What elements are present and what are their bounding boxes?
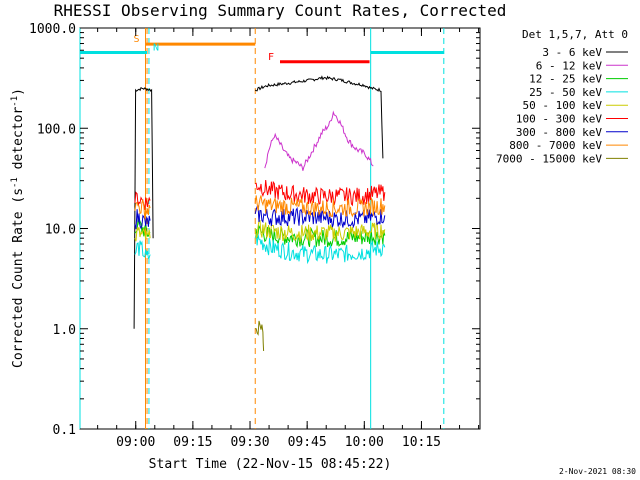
y-tick-label-1: 1.0 (53, 323, 76, 338)
y-tick-label-2: 10.0 (45, 223, 76, 238)
series-line-1-0 (264, 110, 374, 171)
flag-label-3: F (268, 52, 274, 63)
y-tick-label-0: 0.1 (53, 423, 76, 438)
x-tick-label-1: 09:15 (173, 435, 212, 450)
series-line-6-1 (254, 205, 386, 229)
legend-label-7: 800 - 7000 keV (509, 139, 602, 152)
series-line-7-0 (134, 198, 151, 219)
x-tick-label-4: 10:00 (345, 435, 384, 450)
plot-frame (79, 27, 481, 430)
x-tick-label-2: 09:30 (230, 435, 269, 450)
y-axis-label-sup2: -1 (10, 96, 20, 107)
y-tick-label-4: 1000.0 (29, 22, 76, 37)
y-axis-label-part3: ) (11, 88, 26, 96)
legend-label-4: 50 - 100 keV (523, 99, 603, 112)
vertical-markers (79, 28, 445, 429)
timestamp: 2-Nov-2021 08:30 (559, 467, 636, 476)
x-tick-label-3: 09:45 (288, 435, 327, 450)
legend-label-8: 7000 - 15000 keV (496, 152, 602, 165)
series-line-6-0 (134, 209, 151, 230)
series-line-2-1 (254, 224, 386, 248)
series-line-5-1 (255, 179, 386, 207)
y-tick-label-3: 100.0 (37, 122, 76, 137)
legend-label-6: 300 - 800 keV (516, 126, 602, 139)
chart-title: RHESSI Observing Summary Count Rates, Co… (54, 1, 507, 20)
x-tick-label-0: 09:00 (116, 435, 155, 450)
series-line-8-0 (255, 320, 265, 352)
series-line-7-1 (254, 195, 386, 218)
legend-label-5: 100 - 300 keV (516, 113, 602, 126)
series-line-4-0 (134, 226, 151, 242)
legend-label-2: 12 - 25 keV (529, 73, 602, 86)
y-axis-label: Corrected Count Rate (s-1 detector-1) (10, 88, 26, 368)
legend-label-3: 25 - 50 keV (529, 86, 602, 99)
series-line-0-0 (133, 86, 154, 329)
y-axis-label-sup1: -1 (10, 177, 20, 188)
series-line-0-1 (254, 75, 384, 159)
flag-bars: S N F (80, 34, 444, 64)
y-axis-label-part2: detector (11, 107, 26, 178)
flag-label-1: S (134, 34, 140, 45)
series-line-3-1 (254, 233, 386, 265)
series-line-4-1 (254, 219, 386, 243)
x-axis-label: Start Time (22-Nov-15 08:45:22) (149, 457, 392, 472)
y-axis-label-part1: Corrected Count Rate (s (11, 188, 26, 368)
series-lines (133, 75, 386, 352)
legend-label-0: 3 - 6 keV (542, 46, 602, 59)
x-axis-ticks: 09:00 09:15 09:30 09:45 10:00 10:15 (97, 28, 480, 450)
legend-label-1: 6 - 12 keV (536, 59, 603, 72)
flag-label-2: N (153, 42, 159, 53)
x-tick-label-5: 10:15 (402, 435, 441, 450)
y-axis-ticks: 0.1 1.0 10.0 100.0 1000.0 (29, 22, 480, 438)
series-line-3-0 (134, 240, 151, 260)
legend-header: Det 1,5,7, Att 0 (522, 28, 628, 41)
